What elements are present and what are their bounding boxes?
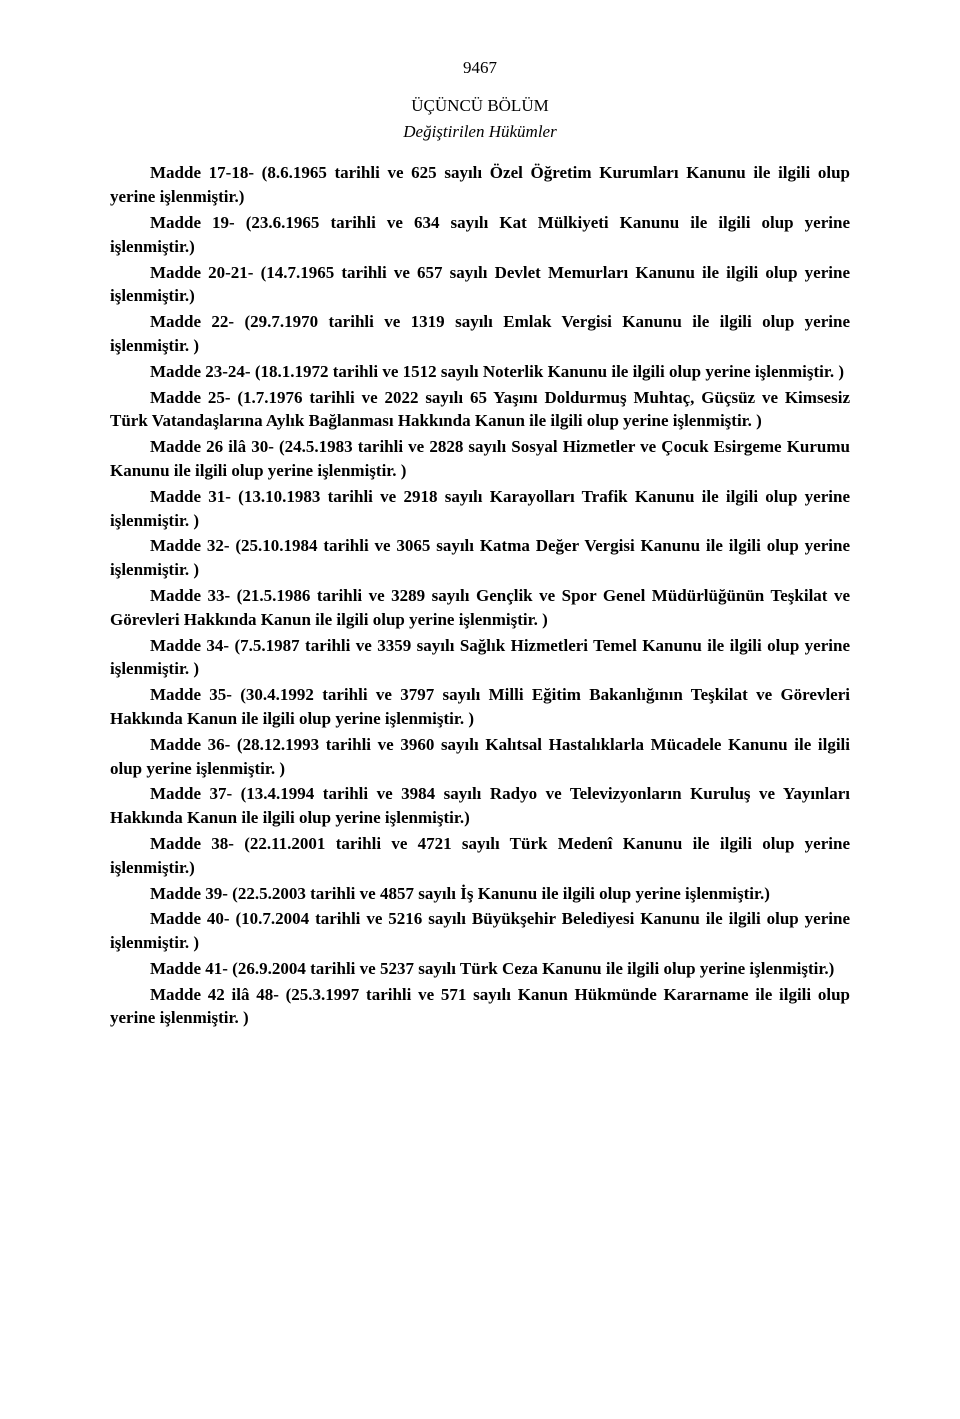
paragraph-lead: Madde 41- (26.9.2004 tarihli ve 5237 say… xyxy=(150,959,834,978)
paragraph-lead: Madde 37- (13.4.1994 tarihli ve 3984 say… xyxy=(110,784,850,827)
paragraph-lead: Madde 19- (23.6.1965 tarihli ve 634 sayı… xyxy=(110,213,850,256)
paragraphs-container: Madde 17-18- (8.6.1965 tarihli ve 625 sa… xyxy=(110,161,850,1030)
paragraph: Madde 23-24- (18.1.1972 tarihli ve 1512 … xyxy=(110,360,850,384)
page-number: 9467 xyxy=(110,56,850,80)
paragraph-lead: Madde 20-21- (14.7.1965 tarihli ve 657 s… xyxy=(110,263,850,306)
paragraph-lead: Madde 40- (10.7.2004 tarihli ve 5216 say… xyxy=(110,909,850,952)
paragraph-lead: Madde 22- (29.7.1970 tarihli ve 1319 say… xyxy=(110,312,850,355)
paragraph: Madde 19- (23.6.1965 tarihli ve 634 sayı… xyxy=(110,211,850,259)
section-subheading: Değiştirilen Hükümler xyxy=(110,120,850,144)
paragraph-lead: Madde 42 ilâ 48- (25.3.1997 tarihli ve 5… xyxy=(110,985,850,1028)
paragraph: Madde 22- (29.7.1970 tarihli ve 1319 say… xyxy=(110,310,850,358)
paragraph: Madde 26 ilâ 30- (24.5.1983 tarihli ve 2… xyxy=(110,435,850,483)
paragraph-lead: Madde 32- (25.10.1984 tarihli ve 3065 sa… xyxy=(110,536,850,579)
paragraph-lead: Madde 23-24- (18.1.1972 tarihli ve 1512 … xyxy=(150,362,844,381)
section-heading: ÜÇÜNCÜ BÖLÜM xyxy=(110,94,850,118)
paragraph-lead: Madde 34- (7.5.1987 tarihli ve 3359 sayı… xyxy=(110,636,850,679)
paragraph: Madde 32- (25.10.1984 tarihli ve 3065 sa… xyxy=(110,534,850,582)
paragraph: Madde 40- (10.7.2004 tarihli ve 5216 say… xyxy=(110,907,850,955)
paragraph: Madde 20-21- (14.7.1965 tarihli ve 657 s… xyxy=(110,261,850,309)
paragraph: Madde 35- (30.4.1992 tarihli ve 3797 say… xyxy=(110,683,850,731)
paragraph-lead: Madde 35- (30.4.1992 tarihli ve 3797 say… xyxy=(110,685,850,728)
paragraph-lead: Madde 39- (22.5.2003 tarihli ve 4857 say… xyxy=(150,884,770,903)
paragraph: Madde 33- (21.5.1986 tarihli ve 3289 say… xyxy=(110,584,850,632)
paragraph: Madde 25- (1.7.1976 tarihli ve 2022 sayı… xyxy=(110,386,850,434)
paragraph-lead: Madde 38- (22.11.2001 tarihli ve 4721 sa… xyxy=(110,834,850,877)
paragraph-lead: Madde 26 ilâ 30- (24.5.1983 tarihli ve 2… xyxy=(110,437,850,480)
paragraph: Madde 38- (22.11.2001 tarihli ve 4721 sa… xyxy=(110,832,850,880)
paragraph-lead: Madde 31- (13.10.1983 tarihli ve 2918 sa… xyxy=(110,487,850,530)
paragraph: Madde 37- (13.4.1994 tarihli ve 3984 say… xyxy=(110,782,850,830)
paragraph: Madde 41- (26.9.2004 tarihli ve 5237 say… xyxy=(110,957,850,981)
paragraph-lead: Madde 25- (1.7.1976 tarihli ve 2022 sayı… xyxy=(110,388,850,431)
paragraph: Madde 42 ilâ 48- (25.3.1997 tarihli ve 5… xyxy=(110,983,850,1031)
paragraph: Madde 17-18- (8.6.1965 tarihli ve 625 sa… xyxy=(110,161,850,209)
paragraph-lead: Madde 17-18- (8.6.1965 tarihli ve 625 sa… xyxy=(110,163,850,206)
paragraph-lead: Madde 33- (21.5.1986 tarihli ve 3289 say… xyxy=(110,586,850,629)
paragraph-lead: Madde 36- (28.12.1993 tarihli ve 3960 sa… xyxy=(110,735,850,778)
paragraph: Madde 39- (22.5.2003 tarihli ve 4857 say… xyxy=(110,882,850,906)
paragraph: Madde 36- (28.12.1993 tarihli ve 3960 sa… xyxy=(110,733,850,781)
paragraph: Madde 31- (13.10.1983 tarihli ve 2918 sa… xyxy=(110,485,850,533)
paragraph: Madde 34- (7.5.1987 tarihli ve 3359 sayı… xyxy=(110,634,850,682)
